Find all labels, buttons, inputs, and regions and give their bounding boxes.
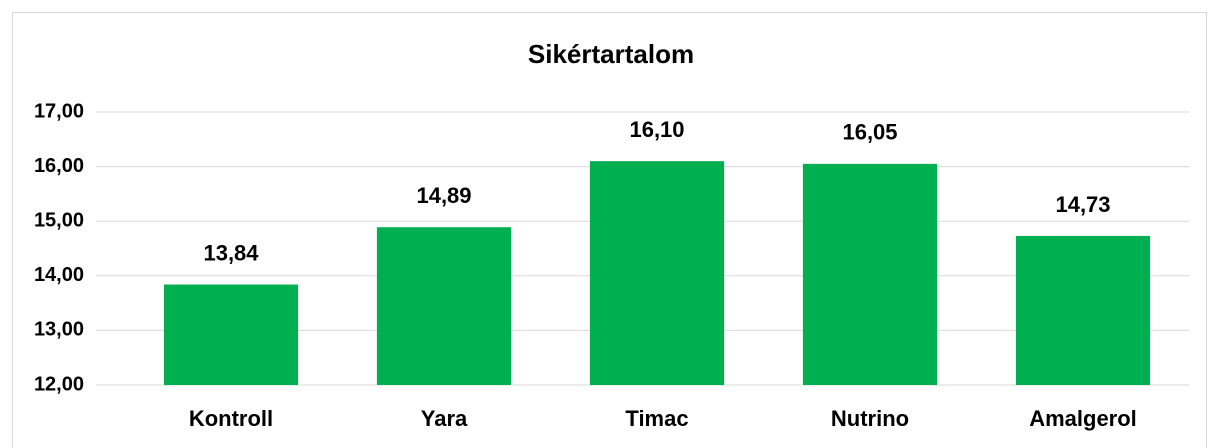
x-tick-label: Timac: [625, 406, 688, 431]
chart-title: Sikértartalom: [528, 39, 694, 69]
value-label: 14,89: [416, 183, 471, 208]
y-tick-label: 16,00: [34, 155, 84, 177]
y-tick-label: 13,00: [34, 319, 84, 341]
y-tick-label: 12,00: [34, 373, 84, 395]
y-tick-label: 17,00: [34, 100, 84, 122]
value-label: 16,10: [629, 117, 684, 142]
y-tick-label: 14,00: [34, 264, 84, 286]
value-label: 13,84: [203, 240, 259, 265]
x-tick-label: Kontroll: [189, 406, 273, 431]
bar: [589, 161, 725, 385]
x-tick-label: Yara: [421, 406, 468, 431]
x-tick-label: Amalgerol: [1029, 406, 1137, 431]
bar: [163, 284, 299, 385]
y-tick-label: 15,00: [34, 209, 84, 231]
x-tick-label: Nutrino: [831, 406, 909, 431]
bar: [376, 227, 512, 385]
value-label: 16,05: [842, 120, 897, 145]
value-label: 14,73: [1055, 192, 1110, 217]
bar: [1015, 235, 1151, 385]
bar: [802, 163, 938, 385]
